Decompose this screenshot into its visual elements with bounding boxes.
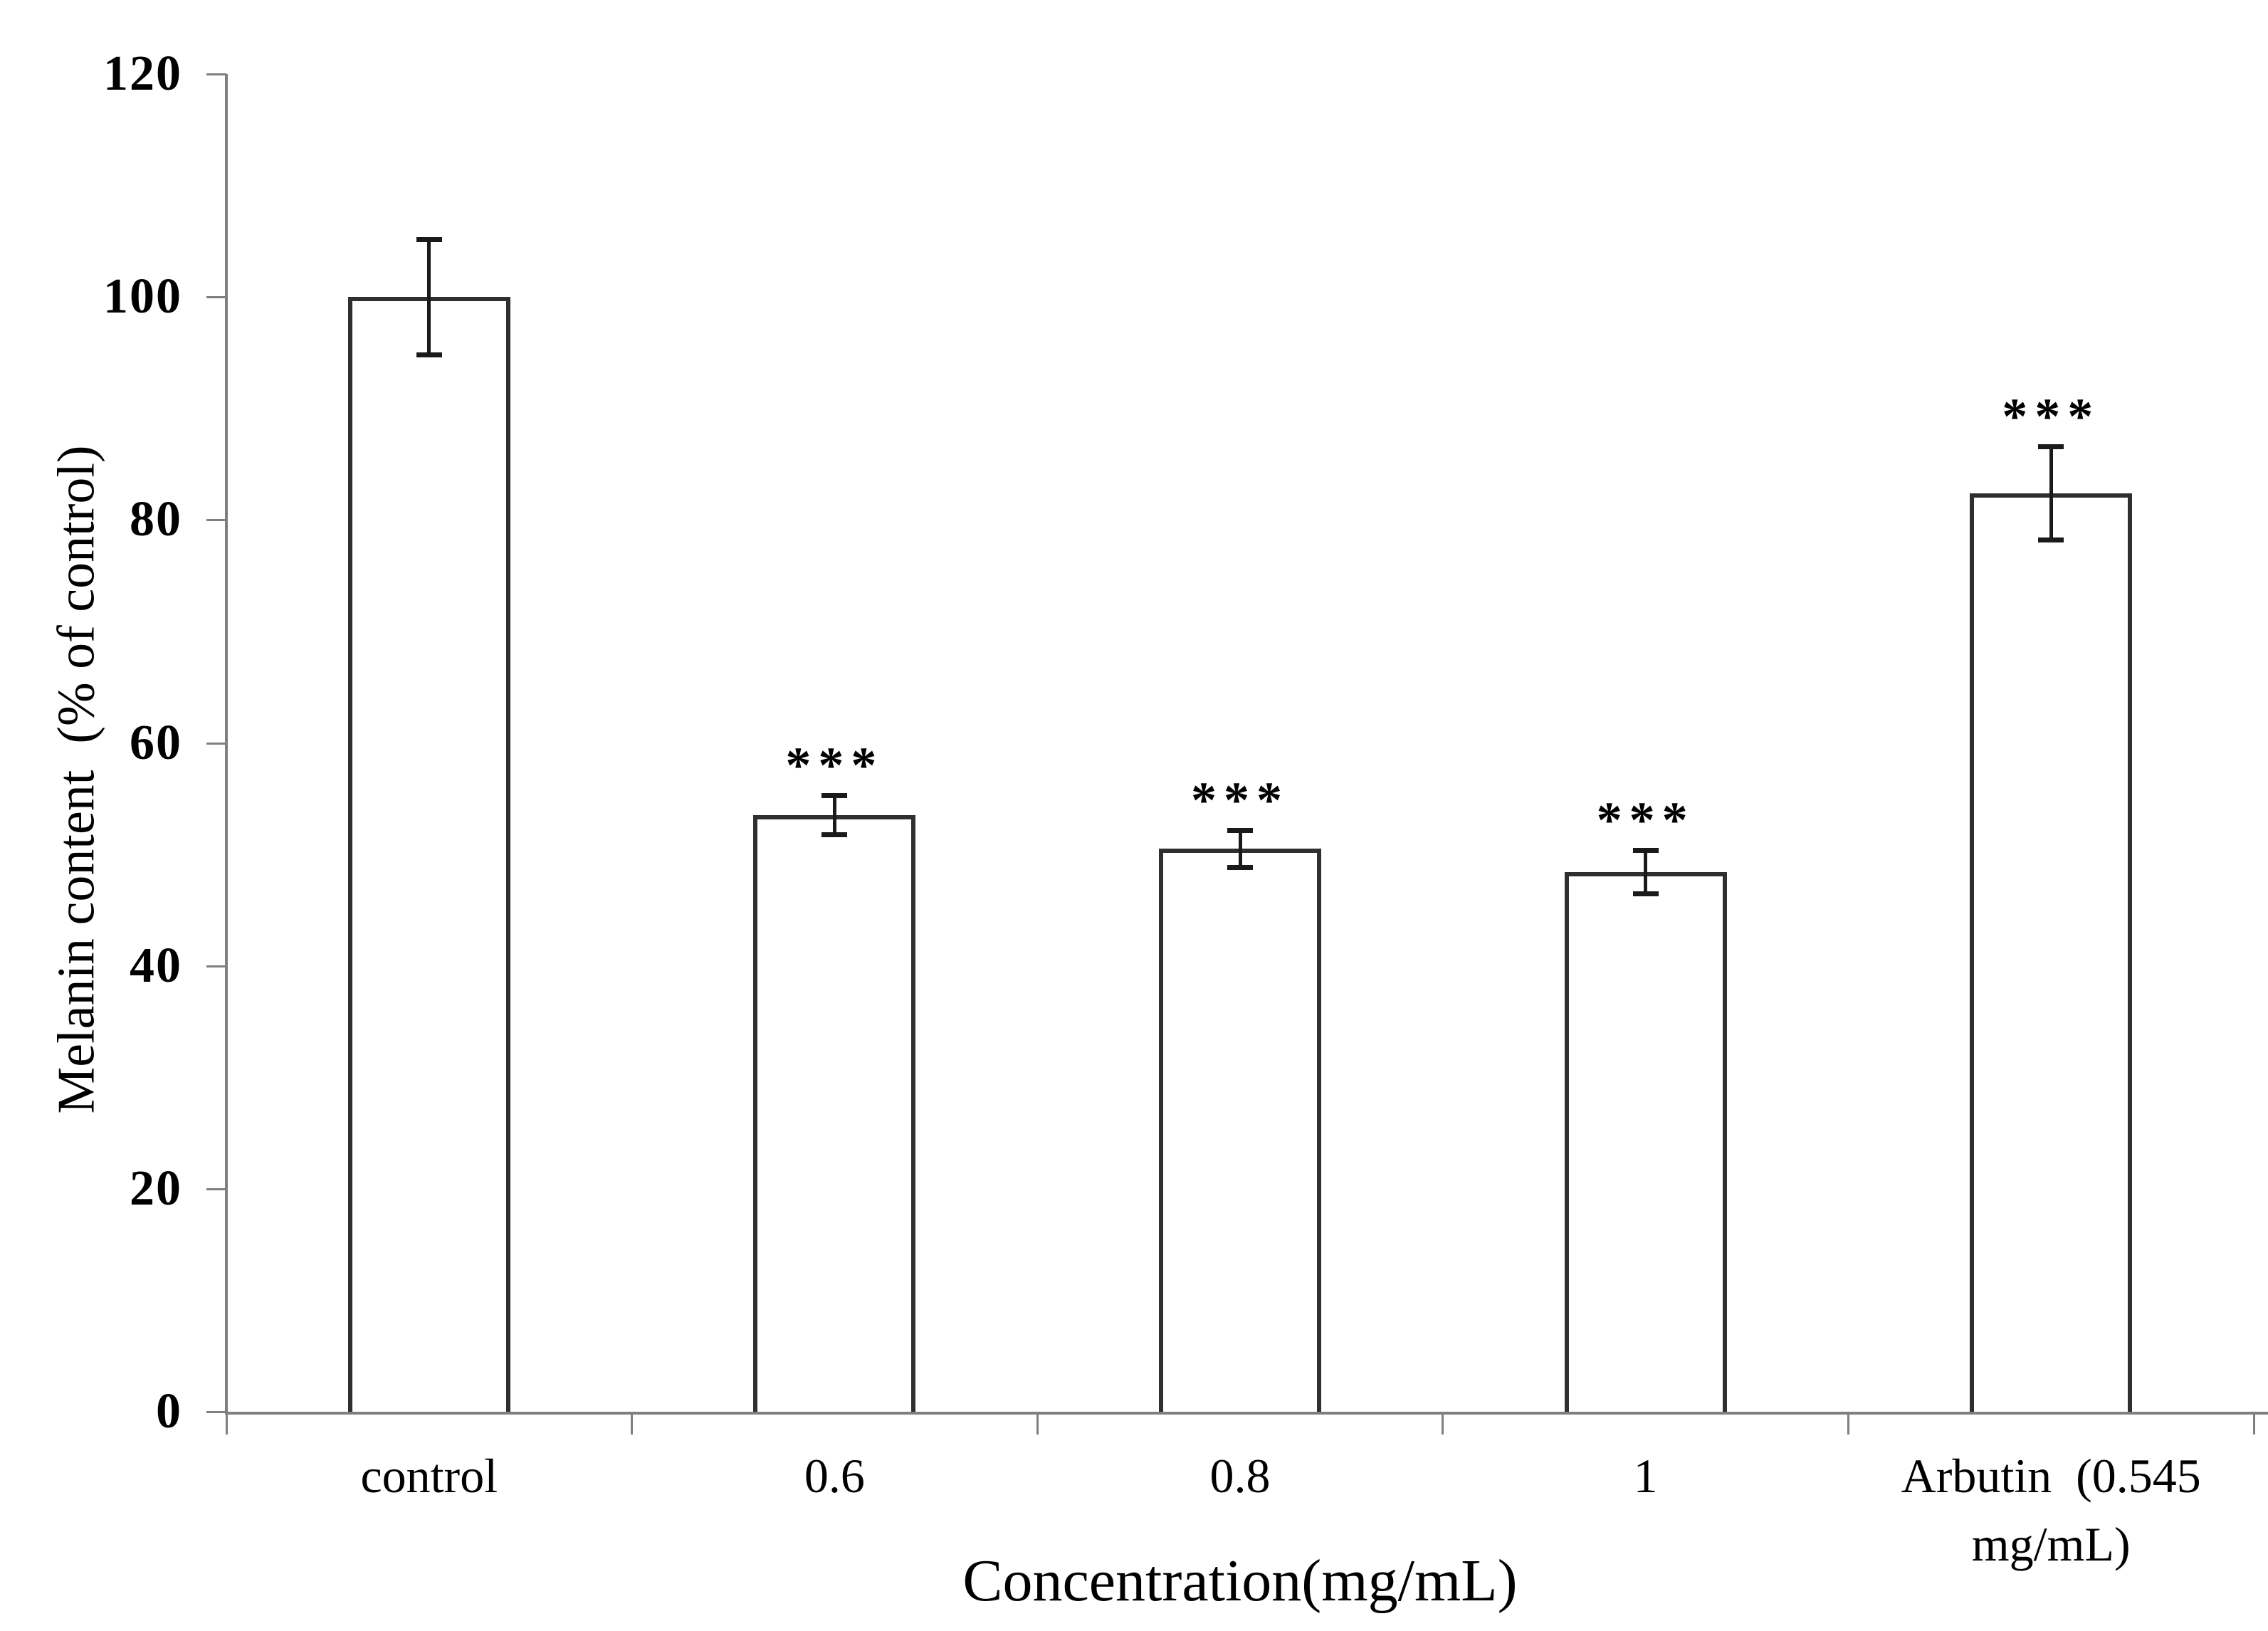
bar-3 — [1159, 849, 1321, 1412]
y-axis-line — [225, 74, 228, 1415]
significance-stars: *** — [1596, 791, 1695, 849]
error-bar-cap-top — [416, 236, 442, 242]
y-tick-label: 100 — [103, 269, 182, 325]
x-axis-tick — [631, 1412, 634, 1435]
significance-stars: *** — [2002, 387, 2101, 445]
error-bar-cap-bottom — [2038, 537, 2064, 542]
x-axis-tick — [2252, 1412, 2255, 1435]
bar-1 — [347, 297, 510, 1412]
error-bar-line — [2049, 446, 2053, 540]
y-axis-title: Melanin content (% of control) — [47, 445, 106, 1114]
error-bar-cap-bottom — [1227, 864, 1253, 870]
x-tick-label: 0.8 — [1209, 1449, 1271, 1503]
x-axis-tick — [1847, 1412, 1849, 1435]
x-axis-title: Concentration(mg/mL) — [962, 1548, 1518, 1614]
bar-4 — [1564, 872, 1727, 1412]
x-tick-label: Arbutin (0.545 mg/mL) — [1901, 1449, 2201, 1571]
x-tick-label: 1 — [1633, 1449, 1658, 1503]
bar-2 — [753, 815, 916, 1412]
x-tick-label: 0.6 — [804, 1449, 865, 1503]
y-axis-tick — [206, 519, 226, 522]
error-bar-cap-bottom — [416, 352, 442, 357]
y-axis-tick — [206, 965, 226, 967]
x-tick-label: control — [360, 1449, 498, 1503]
y-axis-tick — [206, 1187, 226, 1190]
y-tick-label: 80 — [130, 492, 182, 547]
error-bar-cap-bottom — [1632, 891, 1659, 897]
significance-stars: *** — [1190, 771, 1289, 829]
y-tick-label: 120 — [103, 46, 182, 101]
y-tick-label: 60 — [130, 715, 182, 770]
y-tick-label: 40 — [130, 938, 182, 993]
x-axis-tick — [1036, 1412, 1039, 1435]
error-bar-cap-bottom — [821, 832, 848, 838]
y-axis-tick — [206, 742, 226, 745]
error-bar-line — [1644, 849, 1648, 895]
bar-5 — [1970, 493, 2133, 1412]
error-bar-cap-top — [2038, 444, 2064, 449]
significance-stars: *** — [785, 737, 884, 794]
error-bar-cap-top — [821, 793, 848, 799]
y-tick-label: 0 — [156, 1384, 182, 1439]
error-bar-cap-top — [1227, 827, 1253, 833]
y-axis-tick — [206, 73, 226, 75]
y-axis-tick — [206, 296, 226, 299]
x-axis-line — [225, 1412, 2268, 1415]
y-axis-tick — [206, 1411, 226, 1413]
error-bar-line — [1238, 829, 1242, 868]
error-bar-line — [427, 238, 431, 355]
y-tick-label: 20 — [130, 1160, 182, 1216]
error-bar-line — [832, 795, 836, 836]
x-axis-tick — [225, 1412, 228, 1435]
x-axis-tick — [1442, 1412, 1444, 1435]
error-bar-cap-top — [1632, 847, 1659, 853]
